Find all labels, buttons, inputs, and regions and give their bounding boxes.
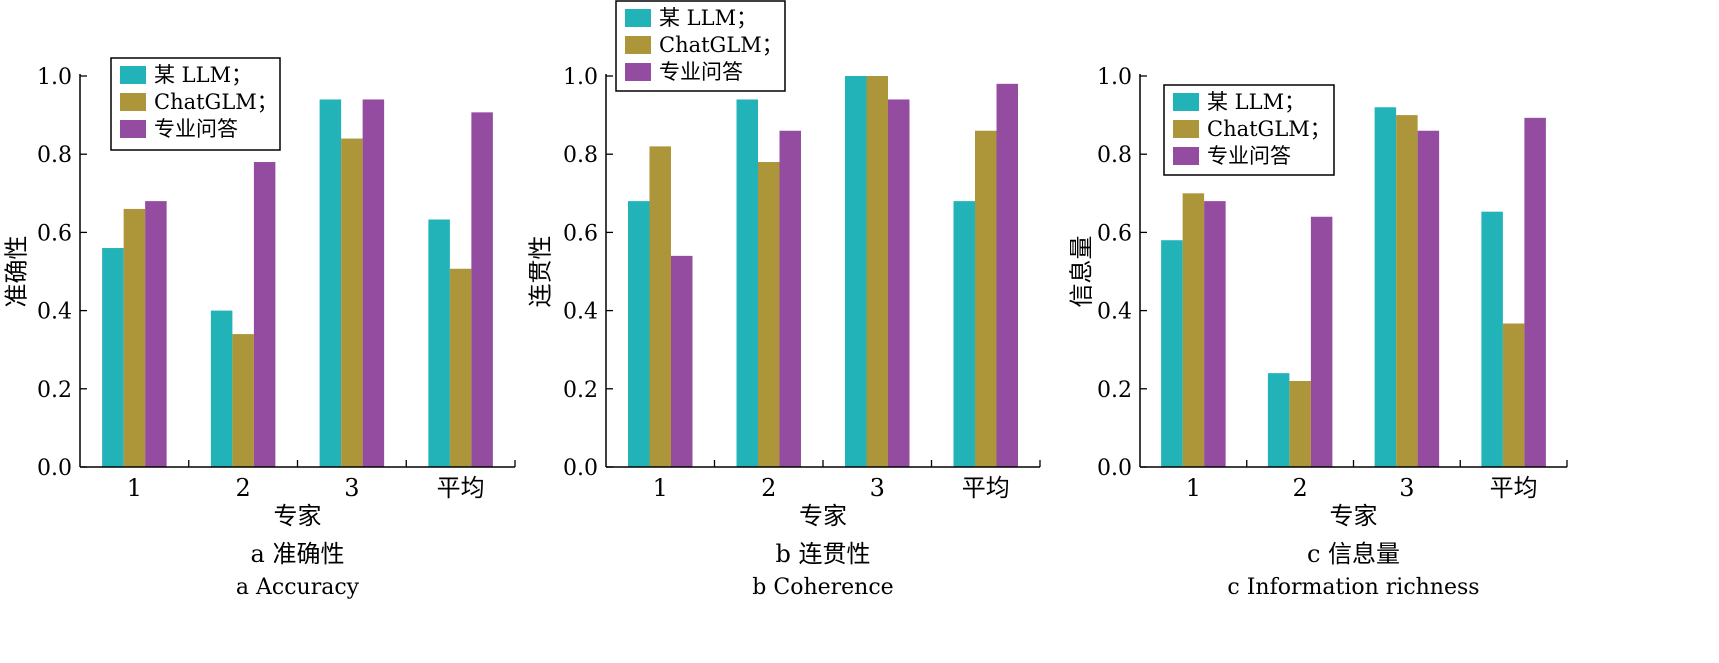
bar-panel3-series2-cat4 [1502,323,1525,467]
legend-swatch [1173,147,1199,165]
x-tick-label: 3 [344,474,359,502]
bar-panel2-series3-cat2 [779,130,801,468]
bar-panel1-series1-cat3 [319,99,342,468]
y-tick-label: 0.8 [37,143,72,168]
y-tick-label: 0.8 [1097,143,1132,168]
bar-panel3-series3-cat1 [1204,201,1226,467]
bar-panel1-series3-cat4 [471,112,493,468]
x-tick-label: 2 [761,474,776,502]
bar-panel1-series3-cat3 [362,99,385,468]
bar-panel3-series1-cat2 [1267,373,1290,467]
bar-panel2-series2-cat4 [975,130,997,468]
bar-panel1-series2-cat4 [449,268,472,467]
bar-panel2-series1-cat2 [736,99,758,468]
bar-panel2-series3-cat4 [996,83,1018,467]
x-axis-label: 专家 [1330,502,1378,530]
bar-panel2-series3-cat1 [671,255,693,467]
x-tick-label: 平均 [1490,474,1538,502]
bar-panel1-series2-cat1 [123,208,146,467]
x-tick-label: 2 [1292,474,1307,502]
x-tick-label: 平均 [962,474,1010,502]
y-tick-label: 0.2 [563,378,598,403]
caption-cn: b 连贯性 [776,540,871,568]
legend-swatch [1173,120,1199,138]
caption-en: c Information richness [1227,575,1479,600]
bar-panel1-series3-cat1 [145,201,167,467]
legend-swatch [625,63,651,81]
bar-panel3-series3-cat2 [1310,216,1333,467]
y-tick-label: 0.0 [563,456,598,481]
bar-panel3-series1-cat1 [1161,240,1183,467]
y-tick-label: 0.0 [37,456,72,481]
bar-panel2-series2-cat3 [866,76,888,467]
y-tick-label: 0.4 [563,300,598,325]
bar-panel3-series2-cat1 [1182,193,1205,468]
y-tick-label: 0.8 [563,143,598,168]
y-tick-label: 0.4 [37,300,72,325]
legend-label: 专业问答 [154,117,238,141]
y-tick-label: 1.0 [37,65,72,90]
legend-label: 某 LLM； [154,63,252,87]
legend-swatch [625,36,651,54]
bar-panel3-series1-cat3 [1374,107,1397,467]
y-tick-label: 0.2 [1097,378,1132,403]
y-tick-label: 0.2 [37,378,72,403]
bar-panel3-series1-cat4 [1481,211,1503,467]
x-tick-label: 1 [1186,474,1201,502]
legend-label: ChatGLM； [154,90,278,114]
y-tick-label: 1.0 [563,65,598,90]
y-tick-label: 0.6 [1097,221,1132,246]
bar-panel2-series3-cat3 [888,99,910,468]
legend-swatch [625,9,651,27]
bar-panel2-series2-cat1 [649,146,671,467]
x-tick-label: 1 [653,474,668,502]
legend-swatch [120,120,146,138]
x-axis-label: 专家 [799,502,847,530]
y-axis-label: 连贯性 [527,236,555,308]
x-tick-label: 1 [127,474,142,502]
bar-panel1-series1-cat2 [210,310,233,467]
y-axis-label: 准确性 [3,236,31,308]
x-tick-label: 2 [235,474,250,502]
bar-panel3-series3-cat3 [1417,130,1440,468]
bar-panel3-series2-cat2 [1289,380,1311,467]
bar-panel2-series1-cat3 [845,76,867,467]
legend-label: ChatGLM； [1207,117,1331,141]
bar-panel2-series2-cat2 [758,162,780,467]
x-axis-label: 专家 [274,502,322,530]
caption-cn: c 信息量 [1307,540,1400,568]
bar-panel3-series3-cat4 [1524,117,1546,467]
y-tick-label: 1.0 [1097,65,1132,90]
bar-panel1-series1-cat4 [428,219,450,467]
bar-panel1-series3-cat2 [253,162,276,467]
bar-panel3-series2-cat3 [1396,115,1418,467]
caption-en: b Coherence [752,575,893,600]
x-tick-label: 3 [1399,474,1414,502]
bar-panel1-series2-cat2 [232,334,254,467]
y-tick-label: 0.6 [37,221,72,246]
legend-label: 专业问答 [659,60,743,84]
legend-swatch [1173,93,1199,111]
y-tick-label: 0.4 [1097,300,1132,325]
x-tick-label: 3 [870,474,885,502]
x-tick-label: 平均 [437,474,485,502]
bar-panel2-series1-cat4 [953,201,975,467]
legend-label: 某 LLM； [659,6,757,30]
y-axis-label: 信息量 [1068,236,1096,308]
legend-swatch [120,66,146,84]
bar-panel1-series2-cat3 [341,138,363,467]
legend-swatch [120,93,146,111]
bar-panel2-series1-cat1 [628,201,650,467]
caption-en: a Accuracy [236,575,360,600]
legend-label: 某 LLM； [1207,90,1305,114]
legend-label: ChatGLM； [659,33,783,57]
legend-label: 专业问答 [1207,144,1291,168]
bar-panel1-series1-cat1 [102,248,124,467]
y-tick-label: 0.6 [563,221,598,246]
caption-cn: a 准确性 [251,540,345,568]
y-tick-label: 0.0 [1097,456,1132,481]
